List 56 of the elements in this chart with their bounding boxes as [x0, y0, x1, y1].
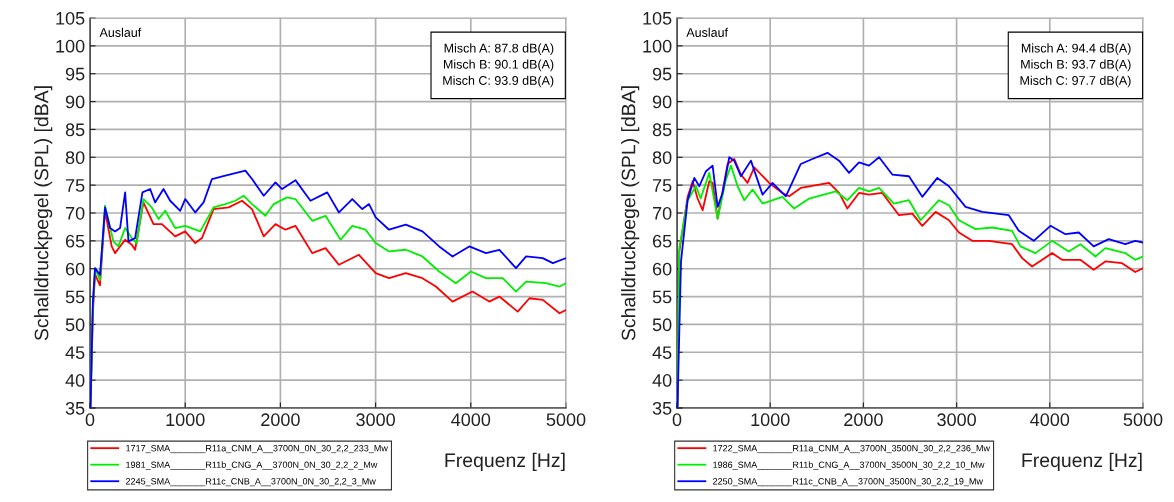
- x-tick-label: 5000: [546, 413, 586, 427]
- x-tick-label: 1000: [166, 413, 205, 427]
- x-tick-label: 2000: [261, 413, 300, 427]
- legend-label: 2245_SMA_______R11c_CNB_A__3700N_0N_30_2,2_3_Mw: [125, 478, 376, 487]
- y-tick-label: 105: [56, 11, 85, 25]
- y-tick-label: 70: [65, 206, 85, 220]
- legend-label: 1986_SMA_______R11b_CNG_A__3700N_3500N_30_2,2_10_Mw: [713, 461, 985, 470]
- y-tick-label: 60: [652, 262, 672, 276]
- y-tick-label: 50: [652, 318, 672, 332]
- y-tick-label: 65: [652, 234, 672, 248]
- y-tick-label: 80: [65, 151, 85, 165]
- y-tick-label: 75: [652, 179, 672, 192]
- x-tick-label: 1000: [751, 413, 790, 427]
- x-axis-title: Frequenz [Hz]: [1022, 452, 1142, 471]
- y-tick-label: 90: [65, 95, 85, 109]
- x-tick-label: 2000: [844, 413, 883, 427]
- y-tick-label: 35: [652, 401, 672, 415]
- x-tick-label: 4000: [451, 413, 491, 427]
- x-tick-label: 3000: [937, 413, 976, 427]
- legend-label: 1722_SMA_______R11a_CNM_A__3700N_3500N_30_2,2_236_Mw: [713, 445, 991, 454]
- y-tick-label: 100: [643, 39, 672, 53]
- x-tick-label: 0: [672, 413, 682, 427]
- y-tick-label: 40: [652, 374, 672, 387]
- y-tick-label: 35: [65, 401, 85, 415]
- y-tick-label: 40: [65, 374, 85, 387]
- annotation: Auslauf: [686, 27, 729, 37]
- y-tick-label: 50: [65, 318, 85, 332]
- x-tick-label: 5000: [1123, 413, 1163, 427]
- x-tick-label: 0: [85, 413, 95, 427]
- y-tick-label: 85: [65, 123, 85, 137]
- y-tick-label: 105: [643, 11, 672, 25]
- y-tick-label: 55: [652, 290, 672, 304]
- x-tick-label: 3000: [356, 413, 395, 427]
- y-tick-label: 65: [65, 234, 85, 248]
- y-tick-label: 95: [652, 67, 672, 81]
- y-axis-title: Schalldruckpegel (SPL) [dBA]: [621, 86, 640, 341]
- y-tick-label: 95: [65, 67, 85, 81]
- y-tick-label: 85: [652, 123, 672, 137]
- y-tick-label: 100: [56, 39, 85, 53]
- y-tick-label: 55: [65, 290, 85, 304]
- y-tick-label: 70: [652, 206, 672, 220]
- y-tick-label: 90: [652, 95, 672, 109]
- legend-label: 1717_SMA_______R11a_CNM_A__3700N_0N_30_2,2_233_Mw: [126, 445, 388, 454]
- y-tick-label: 45: [652, 346, 672, 360]
- y-axis-title: Schalldruckpegel (SPL) [dBA]: [34, 86, 53, 341]
- y-tick-label: 75: [65, 179, 85, 192]
- annotation: Auslauf: [99, 27, 142, 37]
- legend-label: 2250_SMA_______R11c_CNB_A__3700N_3500N_30_2,2_19_Mw: [713, 478, 983, 487]
- y-tick-label: 80: [652, 151, 672, 165]
- x-axis-title: Frequenz [Hz]: [445, 452, 565, 471]
- annotation: Misch A: 94.4 dB(A) Misch B: 93.7 dB(A) Misch C: 97.7 dB(A): [1020, 43, 1131, 88]
- y-tick-label: 60: [65, 262, 85, 276]
- legend-label: 1981_SMA_______R11b_CNG_A__3700N_0N_30_2,2_2_Mw: [126, 461, 378, 470]
- annotation: Misch A: 87.8 dB(A) Misch B: 90.1 dB(A) Misch C: 93.9 dB(A): [443, 43, 554, 88]
- y-tick-label: 45: [65, 346, 85, 360]
- x-tick-label: 4000: [1030, 413, 1070, 427]
